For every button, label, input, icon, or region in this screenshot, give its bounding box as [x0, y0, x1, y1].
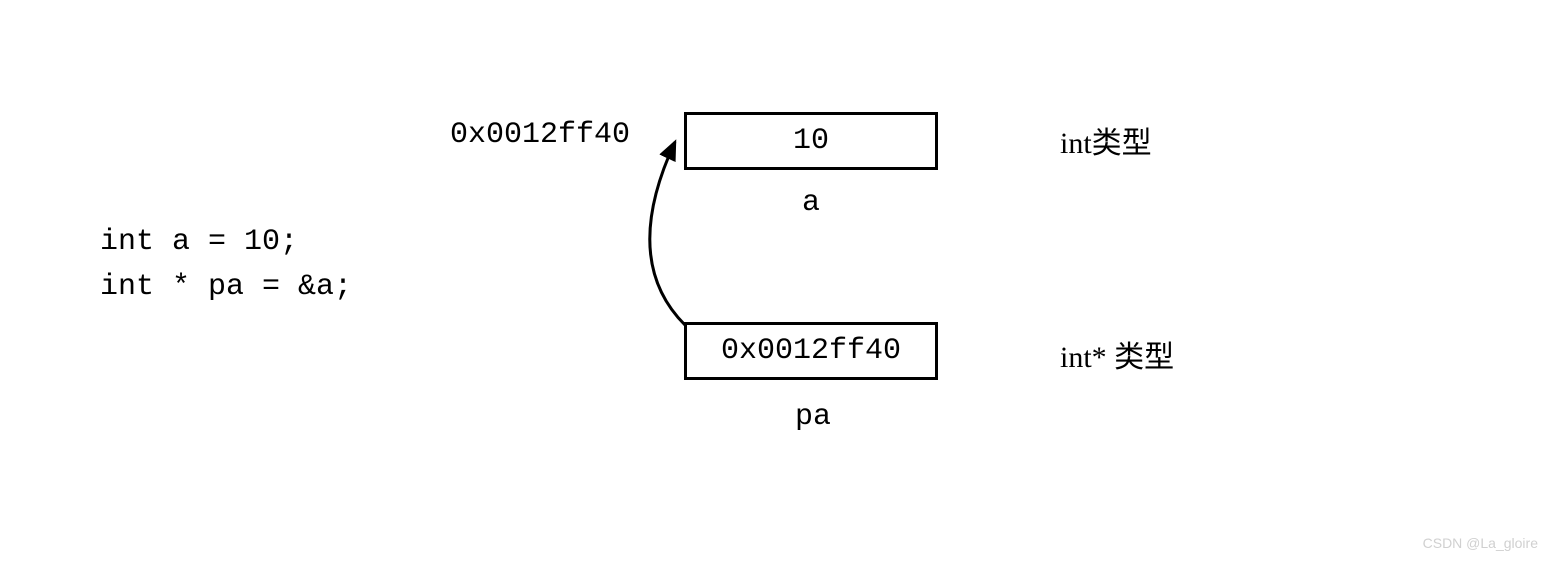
code-line-1: int a = 10;	[100, 220, 352, 265]
box-pa-value: 0x0012ff40	[721, 334, 901, 368]
code-line-2: int * pa = &a;	[100, 265, 352, 310]
type-label-pa: int* 类型	[1060, 332, 1174, 376]
type-label-a: int类型	[1060, 118, 1152, 162]
memory-box-pa: 0x0012ff40	[684, 322, 938, 380]
watermark: CSDN @La_gloire	[1423, 535, 1538, 551]
memory-box-a: 10	[684, 112, 938, 170]
var-name-pa: pa	[795, 400, 831, 434]
address-label: 0x0012ff40	[450, 118, 630, 152]
box-a-value: 10	[793, 124, 829, 158]
code-block: int a = 10; int * pa = &a;	[100, 220, 352, 310]
var-name-a: a	[802, 186, 820, 220]
